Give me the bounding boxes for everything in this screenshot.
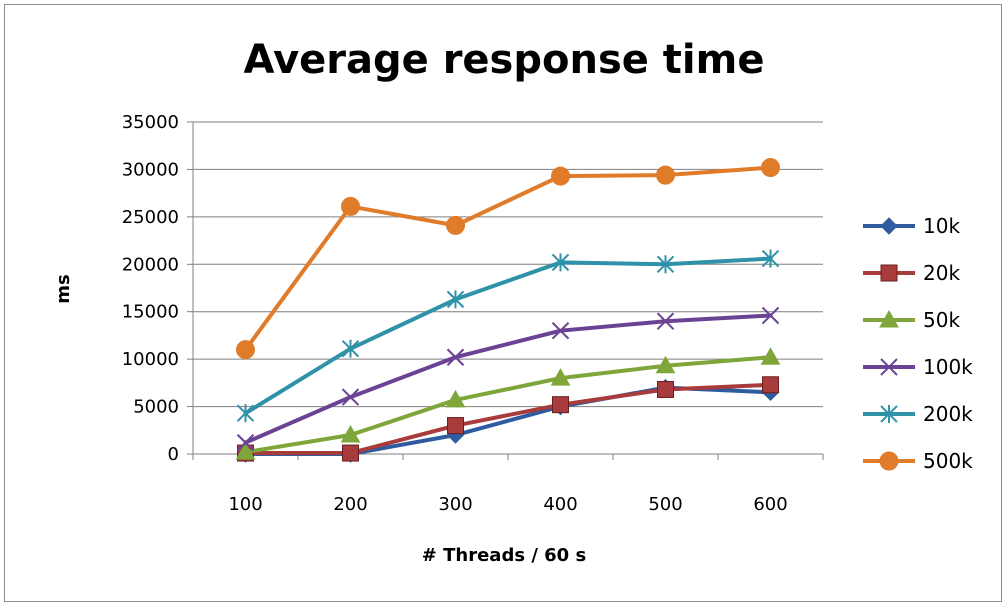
data-point [761,306,780,325]
data-point [446,348,465,366]
legend-marker [879,309,899,328]
data-point [655,355,676,374]
series-200k [236,249,780,423]
data-point [761,249,780,268]
x-tick-label: 100 [228,494,262,515]
data-point [551,253,570,272]
chart-frame: Average response time ms # Threads / 60 … [4,4,1002,602]
data-point [340,425,361,443]
legend-label: 20k [923,261,960,285]
marker-stroke [236,433,255,452]
data-point [236,404,255,423]
marker-stroke [880,358,898,376]
line-chart: Average response time ms # Threads / 60 … [53,37,973,566]
axes [187,121,824,460]
series-line [243,355,773,455]
marker-stroke [341,388,360,406]
y-tick-label: 30000 [122,159,179,180]
gridlines [193,121,823,408]
series-lines [235,158,781,463]
chart-title: Average response time [244,37,765,83]
legend-marker [879,451,899,471]
data-point [446,290,465,309]
legend: 10k 20k 50k 100k 200k 500k [863,214,973,473]
y-tick-label: 20000 [122,254,179,275]
legend-label: 200k [923,402,973,426]
x-tick-label: 400 [543,494,577,515]
legend-item-200k: 200k [863,402,973,426]
data-point [551,166,570,186]
marker-stroke [761,306,780,325]
data-point [446,215,465,235]
series-line [243,165,773,352]
legend-label: 10k [923,214,960,238]
data-point [657,380,674,398]
x-tick-label: 500 [648,494,682,515]
marker-stroke [656,312,675,330]
series-line [243,256,773,416]
y-axis-label: ms [53,274,74,303]
data-point [445,389,466,408]
x-tick-label: 200 [333,494,367,515]
data-point [447,417,464,435]
marker-stroke [446,348,465,366]
data-point [341,388,360,406]
legend-item-20k: 20k [863,261,960,285]
legend-label: 50k [923,308,960,332]
series-line [243,385,773,456]
x-tick-label: 600 [753,494,787,515]
data-point [236,433,255,452]
series-10k [236,378,780,463]
data-point [342,444,359,462]
legend-item-500k: 500k [863,449,973,473]
data-point [656,165,675,185]
legend-marker [880,217,898,235]
data-point [656,255,675,274]
data-point [760,347,781,365]
legend-marker [880,358,898,376]
x-axis-label: # Threads / 60 s [422,545,586,566]
series-500k [236,158,780,360]
data-point [341,339,360,358]
data-point [762,376,779,394]
series-100k [236,306,780,452]
data-point [551,321,570,340]
data-point [656,312,675,330]
data-point [761,158,780,178]
series-line [243,382,773,456]
data-point [341,196,360,216]
y-tick-label: 15000 [122,302,179,323]
series-50k [235,347,781,460]
legend-marker [880,264,898,282]
data-point [236,340,255,360]
legend-label: 500k [923,449,973,473]
legend-marker [880,405,898,423]
y-tick-label: 0 [168,444,179,465]
data-point [552,396,569,414]
y-tick-label: 35000 [122,112,179,133]
legend-item-10k: 10k [863,214,960,238]
legend-label: 100k [923,355,973,379]
data-point [235,442,256,460]
y-tick-label: 25000 [122,207,179,228]
data-point [550,368,571,386]
series-line [243,313,773,445]
tick-labels: 0 5000 10000 15000 20000 25000 30000 35000 100 20… [122,112,788,515]
legend-item-50k: 50k [863,308,960,332]
y-tick-label: 10000 [122,349,179,370]
x-tick-label: 300 [438,494,472,515]
y-tick-label: 5000 [133,397,179,418]
marker-stroke [551,321,570,340]
legend-item-100k: 100k [863,355,973,379]
